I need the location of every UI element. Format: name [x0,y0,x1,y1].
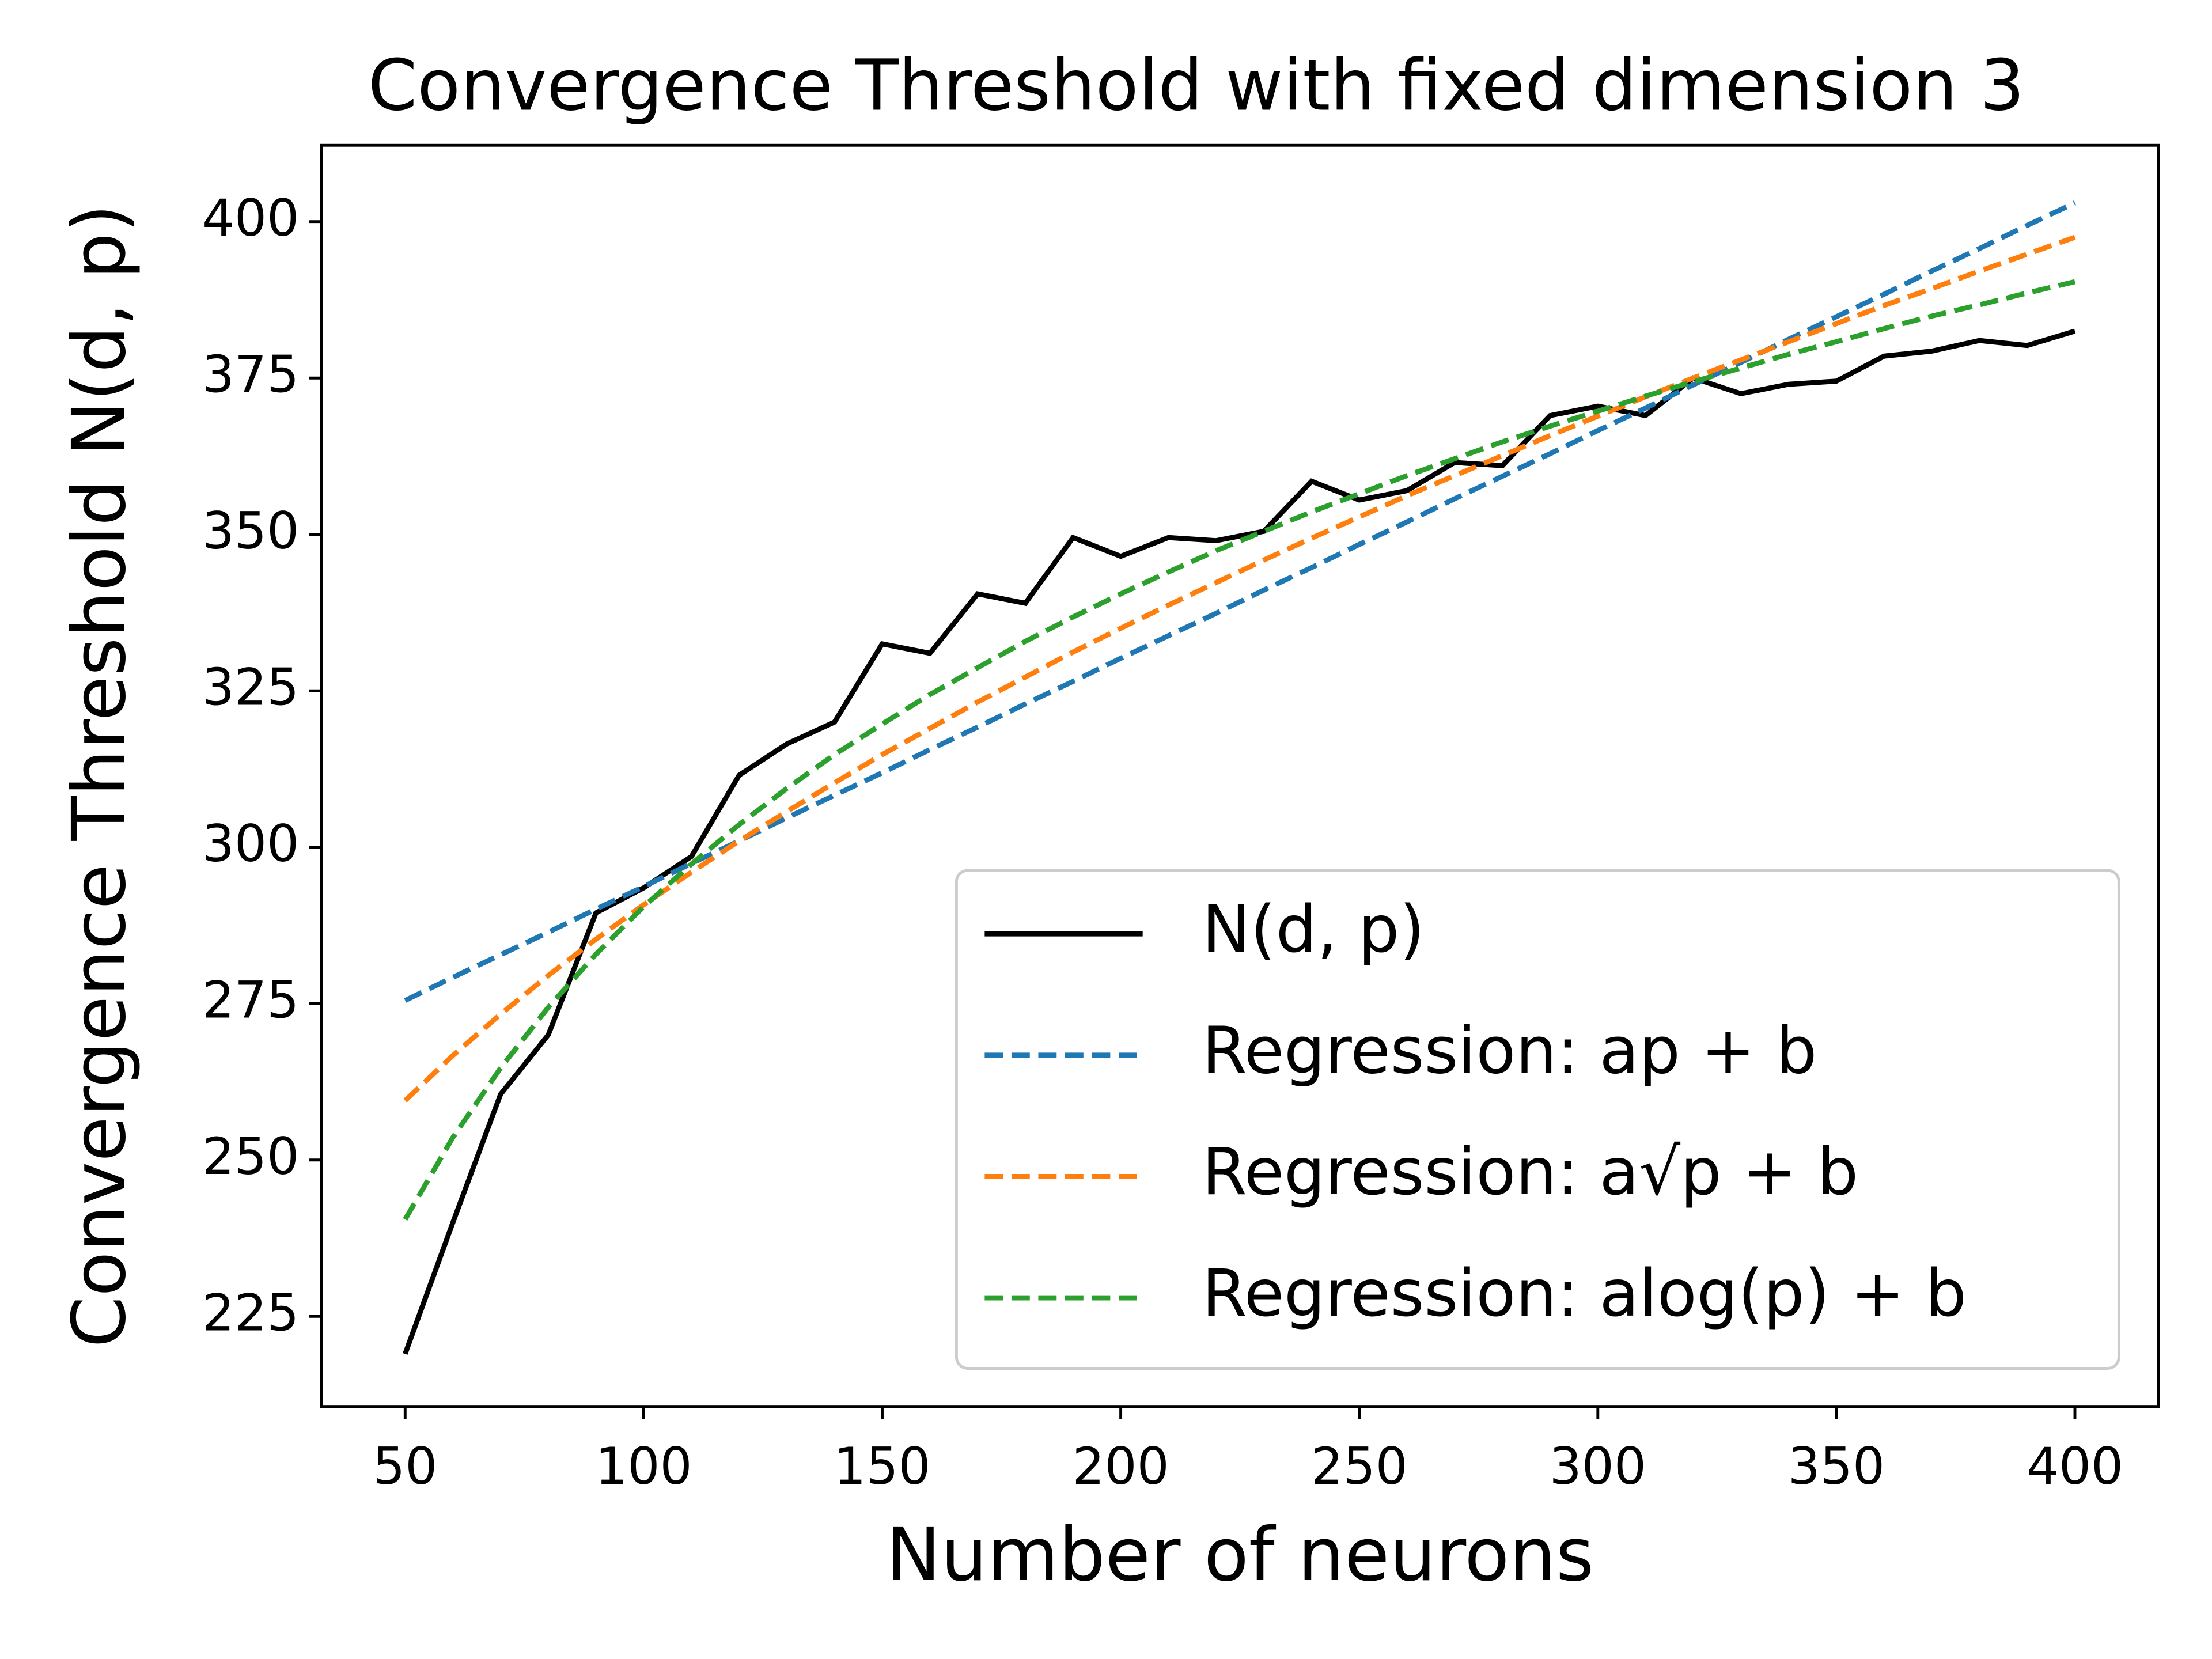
x-axis-label: Number of neurons [886,1513,1594,1598]
series-line [403,328,2076,1355]
y-tick-label: 300 [202,814,299,873]
x-tick-label: 350 [1788,1437,1885,1496]
legend-label: Regression: alog(p) + b [1202,1255,1967,1331]
legend-box [955,869,2120,1370]
x-tick-label: 300 [1550,1437,1646,1496]
plot-frame [320,143,2160,1408]
x-tick-label: 400 [2027,1437,2123,1496]
x-tick-label: 200 [1072,1437,1169,1496]
x-tick-label: 50 [373,1437,437,1496]
y-tick-label: 275 [202,971,299,1030]
x-tick-label: 100 [595,1437,692,1496]
x-tick-label: 150 [834,1437,930,1496]
y-tick-label: 400 [202,188,299,248]
legend-label: Regression: ap + b [1202,1013,1817,1089]
y-tick-label: 325 [202,658,299,717]
y-tick-label: 375 [202,345,299,404]
y-tick-label: 350 [202,501,299,560]
series-line [403,234,2076,1103]
y-tick-label: 225 [202,1283,299,1343]
x-tick-label: 250 [1311,1437,1408,1496]
legend-label: Regression: a√p + b [1202,1134,1859,1210]
y-axis-label: Convergence Threshold N(d, p) [57,204,142,1347]
legend-label: N(d, p) [1202,891,1425,967]
series-line [404,200,2076,1003]
chart-title: Convergence Threshold with fixed dimensi… [368,44,2025,126]
y-tick-label: 250 [202,1127,299,1186]
